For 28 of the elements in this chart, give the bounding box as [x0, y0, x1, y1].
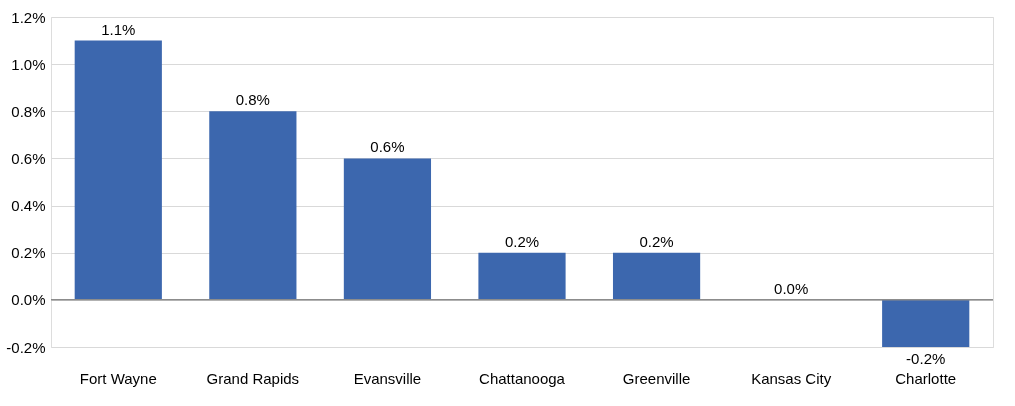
- data-label: 0.6%: [370, 138, 405, 156]
- y-tick-label: 0.0%: [11, 291, 46, 309]
- bar: [74, 40, 162, 300]
- x-tick-label: Chattanooga: [479, 369, 566, 387]
- data-label: 1.1%: [101, 20, 136, 38]
- x-tick-label: Fort Wayne: [79, 369, 157, 387]
- data-label: 0.8%: [235, 91, 270, 109]
- y-tick-label: 1.0%: [11, 55, 46, 73]
- bar: [612, 252, 701, 300]
- x-tick-label: Evansville: [353, 369, 422, 387]
- data-label: 0.0%: [774, 279, 809, 297]
- bar: [343, 158, 432, 300]
- y-tick-label: 0.8%: [11, 102, 46, 120]
- bar: [209, 111, 297, 300]
- data-label: -0.2%: [906, 350, 946, 367]
- y-tick-label: 1.2%: [11, 8, 46, 26]
- x-tick-label: Grand Rapids: [206, 369, 300, 387]
- y-tick-label: 0.6%: [11, 149, 46, 167]
- data-label: 0.2%: [639, 232, 674, 250]
- x-tick-label: Kansas City: [751, 369, 832, 387]
- x-tick-label: Charlotte: [895, 369, 957, 387]
- bar: [478, 252, 566, 300]
- x-tick-label: Greenville: [622, 369, 691, 387]
- y-tick-label: 0.2%: [11, 244, 46, 262]
- bar: [882, 299, 970, 347]
- data-label: 0.2%: [504, 232, 540, 250]
- y-tick-label: -0.2%: [6, 338, 46, 356]
- y-tick-label: 0.4%: [11, 197, 46, 215]
